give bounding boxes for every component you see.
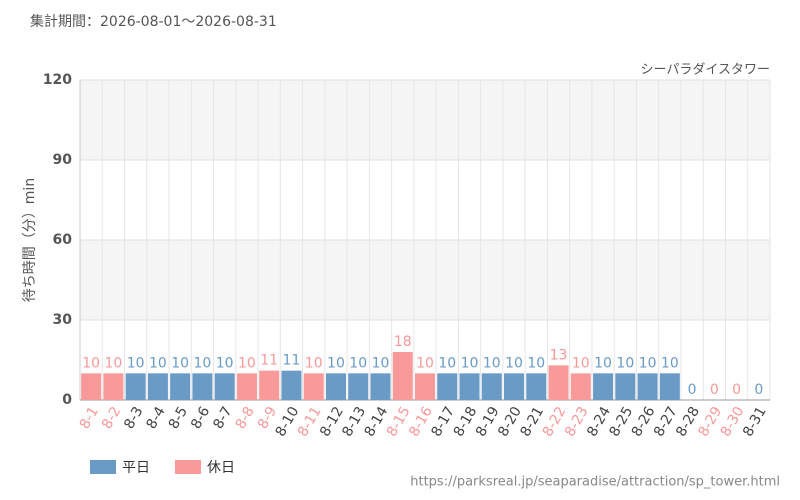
y-tick-label: 30 [53,312,73,328]
x-tick-label: 8-31 [740,404,770,440]
bar [637,373,658,400]
bar [214,373,235,400]
bar [392,352,413,400]
value-label: 10 [349,355,367,371]
value-label: 10 [438,355,456,371]
value-label: 10 [149,355,167,371]
bar [526,373,547,400]
value-label: 10 [572,355,590,371]
value-label: 0 [688,382,697,398]
value-label: 10 [483,355,501,371]
bar [481,373,502,400]
value-label: 11 [283,353,301,369]
bar [81,373,102,400]
legend-swatch [175,460,201,474]
legend-label: 休日 [207,460,235,476]
bar [348,373,369,400]
value-label: 10 [594,355,612,371]
bar [170,373,191,400]
value-label: 10 [194,355,212,371]
bar [103,373,124,400]
bar [570,373,591,400]
y-tick-label: 90 [53,152,73,168]
value-label: 10 [372,355,390,371]
value-label: 0 [732,382,741,398]
value-label: 10 [216,355,234,371]
bar [125,373,146,400]
x-tick-label: 8-1 [77,404,102,432]
x-tick-label: 8-2 [99,404,124,432]
source-url: https://parksreal.jp/seaparadise/attract… [410,475,780,490]
grid-band [80,240,770,320]
x-tick-label: 8-8 [233,404,258,432]
value-label: 0 [754,382,763,398]
x-tick-label: 8-4 [144,404,169,432]
value-label: 10 [661,355,679,371]
value-label: 10 [505,355,523,371]
bar [659,373,680,400]
value-label: 10 [82,355,100,371]
value-label: 10 [305,355,323,371]
bar [459,373,480,400]
legend-swatch [90,460,116,474]
y-axis-label: 待ち時間（分）min [22,178,38,302]
value-label: 18 [394,334,412,350]
x-tick-label: 8-6 [188,404,213,432]
bar [437,373,458,400]
value-label: 10 [104,355,122,371]
bar [303,373,324,400]
bar [192,373,213,400]
bar [370,373,391,400]
value-label: 10 [416,355,434,371]
value-label: 10 [238,355,256,371]
value-label: 10 [616,355,634,371]
y-tick-label: 120 [43,72,72,88]
bar [548,365,569,400]
value-label: 10 [171,355,189,371]
bar [325,373,346,400]
grid-band [80,80,770,160]
x-tick-label: 8-5 [166,404,191,432]
chart-title: 集計期間：2026-08-01～2026-08-31 [30,13,277,30]
x-tick-label: 8-3 [121,404,146,432]
bar [259,370,280,400]
value-label: 10 [639,355,657,371]
value-label: 10 [327,355,345,371]
chart-subtitle: シーパラダイスタワー [641,63,770,78]
value-label: 10 [527,355,545,371]
y-tick-label: 60 [53,232,73,248]
bar [281,370,302,400]
bar [593,373,614,400]
value-label: 10 [461,355,479,371]
bar [615,373,636,400]
value-label: 0 [710,382,719,398]
bar [147,373,168,400]
bar [504,373,525,400]
value-label: 10 [127,355,145,371]
bar [414,373,436,400]
legend-label: 平日 [122,460,150,476]
value-label: 11 [260,353,278,369]
y-tick-label: 0 [62,392,72,408]
value-label: 13 [550,347,568,363]
bar [236,373,257,400]
x-tick-label: 8-7 [210,404,235,432]
